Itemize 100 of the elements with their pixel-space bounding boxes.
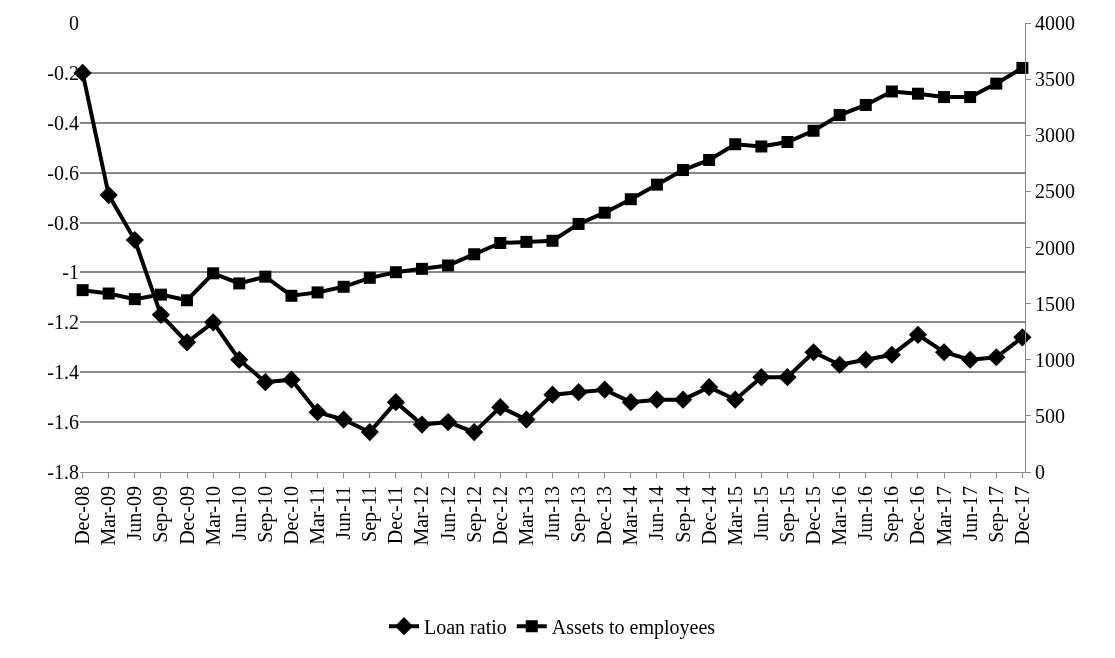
point (308, 403, 327, 422)
x-tick-label: Dec-09 (175, 486, 198, 545)
x-tick-label: Jun-13 (541, 486, 563, 541)
point (830, 355, 849, 374)
point (517, 410, 536, 429)
y2-tick-label: 2000 (1035, 236, 1075, 259)
point (256, 373, 275, 392)
x-tick-label: Dec-14 (697, 486, 720, 545)
x-tick-label: Dec-17 (1010, 486, 1033, 545)
point (438, 413, 458, 432)
x-tick-label: Sep-12 (462, 486, 486, 543)
x-tick-label: Dec-16 (906, 486, 929, 545)
point (230, 350, 249, 369)
x-tick-label: Dec-13 (593, 486, 616, 545)
point (673, 390, 693, 409)
point (807, 124, 820, 137)
x-tick-label: Sep-13 (567, 486, 591, 543)
point (363, 271, 376, 284)
y2-tick-label: 1500 (1035, 292, 1075, 315)
x-tick-label: Mar-10 (201, 486, 224, 546)
point (442, 259, 455, 272)
y2-tick-label: 3500 (1035, 68, 1075, 91)
point (102, 287, 115, 300)
y2-tick-label: 3000 (1035, 124, 1075, 147)
point (908, 325, 928, 344)
point (990, 77, 1003, 90)
x-tick-label: Sep-16 (880, 486, 904, 543)
point (311, 286, 324, 299)
y-tick-label: -1.6 (47, 411, 79, 434)
x-tick-label: Jun-16 (854, 486, 877, 541)
point (337, 280, 350, 293)
point (752, 368, 771, 387)
x-tick-label: Jun-12 (436, 486, 459, 541)
point (520, 235, 533, 248)
y-tick-label: -0.6 (47, 161, 79, 184)
point (360, 422, 379, 442)
point (859, 98, 872, 111)
point (964, 91, 977, 104)
y-tick-label: -1.8 (47, 461, 79, 483)
point (415, 262, 428, 275)
point (494, 237, 507, 250)
point (911, 87, 924, 100)
point (833, 109, 846, 122)
point (961, 350, 980, 369)
point (938, 91, 951, 104)
x-tick-label: Dec-12 (488, 486, 511, 545)
point (755, 140, 768, 153)
point (703, 153, 716, 166)
point (647, 390, 667, 409)
point (128, 293, 141, 306)
point (569, 383, 588, 402)
x-tick-label: Sep-10 (253, 486, 277, 543)
point (334, 410, 353, 429)
point (546, 234, 559, 247)
x-tick-label: Jun-11 (332, 486, 355, 540)
x-tick-label: Sep-15 (775, 486, 799, 543)
point (207, 267, 220, 280)
point (572, 217, 585, 230)
x-tick-label: Dec-15 (802, 486, 825, 545)
point (465, 422, 484, 442)
point (729, 138, 742, 151)
point (885, 85, 898, 98)
point (151, 305, 171, 324)
point (282, 370, 301, 389)
x-tick-label: Dec-08 (71, 486, 94, 545)
x-tick-label: Jun-09 (123, 486, 146, 541)
point (285, 289, 298, 302)
point (99, 186, 118, 205)
point (778, 368, 797, 387)
point (76, 284, 89, 297)
y2-tick-label: 0 (1035, 461, 1045, 483)
point (412, 415, 432, 434)
point (726, 390, 745, 409)
point (987, 348, 1006, 367)
point (543, 385, 562, 404)
y2-tick-label: 1000 (1035, 348, 1075, 371)
x-tick-label: Jun-17 (958, 486, 981, 541)
point (1013, 328, 1032, 347)
x-tick-label: Sep-09 (149, 486, 173, 543)
point (177, 333, 197, 352)
y-tick-label: -1.4 (47, 361, 79, 384)
point (677, 164, 690, 177)
point (781, 135, 794, 148)
point (595, 380, 614, 399)
point (934, 343, 954, 362)
point (233, 277, 246, 290)
point (389, 266, 402, 279)
point (468, 248, 481, 261)
point (700, 378, 719, 397)
x-tick-label: Mar-14 (619, 486, 642, 546)
point (491, 398, 510, 417)
y2-tick-label: 2500 (1035, 180, 1075, 203)
x-tick-label: Mar-15 (723, 486, 746, 546)
point (259, 270, 272, 283)
x-tick-label: Jun-14 (645, 486, 668, 541)
legend-label: Assets to employees (551, 616, 716, 639)
y-tick-label: -1 (62, 261, 79, 284)
point (621, 393, 640, 412)
x-tick-label: Mar-16 (828, 486, 851, 546)
y2-tick-label: 4000 (1035, 12, 1075, 34)
